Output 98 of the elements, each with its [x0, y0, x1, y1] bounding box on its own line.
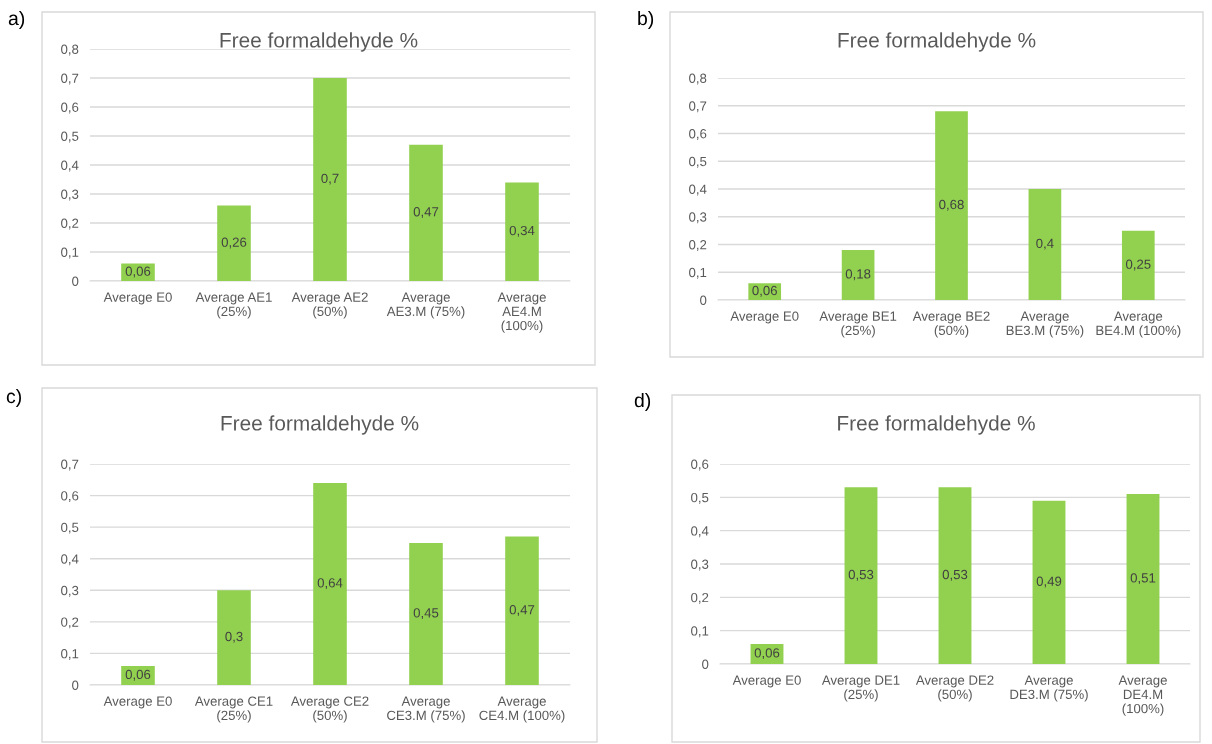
x-tick-label: Average AE3.M (75%) — [386, 292, 465, 319]
data-label: 0,47 — [413, 207, 439, 218]
bar — [1032, 500, 1066, 664]
data-label: 0,06 — [754, 648, 780, 660]
x-tick-label: Average AE2 (50%) — [291, 292, 368, 319]
y-tick-label: 0,2 — [61, 617, 79, 629]
y-tick-label: 0,6 — [689, 129, 707, 140]
y-tick-label: 0,4 — [689, 184, 707, 196]
data-label: 0,51 — [1130, 573, 1156, 585]
bar — [217, 205, 251, 281]
data-label: 0,7 — [321, 173, 339, 185]
data-label: 0,06 — [125, 266, 151, 278]
chart-title: Free formaldehyde % — [221, 415, 419, 435]
y-tick-label: 0,4 — [691, 526, 709, 538]
y-tick-label: 0,1 — [689, 267, 707, 279]
data-label: 0,4 — [1036, 238, 1054, 250]
bar — [505, 536, 539, 685]
y-tick-label: 0,7 — [689, 101, 707, 113]
data-label: 0,3 — [225, 631, 243, 643]
bar — [844, 487, 878, 664]
y-tick-label: 0,5 — [61, 522, 79, 534]
data-label: 0,64 — [317, 578, 343, 590]
data-label: 0,06 — [752, 285, 777, 297]
y-tick-label: 0,1 — [61, 247, 79, 259]
data-label: 0,26 — [221, 237, 247, 249]
y-tick-label: 0,6 — [61, 491, 79, 503]
x-tick-label: Average E0 — [103, 696, 172, 709]
data-label: 0,34 — [509, 225, 535, 237]
x-tick-label: Average DE1 (25%) — [821, 675, 900, 702]
y-tick-label: 0,1 — [691, 626, 709, 638]
x-tick-label: Average BE1 (25%) — [819, 311, 897, 338]
x-tick-label: Average BE3.M (75%) — [1006, 311, 1084, 338]
y-tick-label: 0,7 — [61, 459, 79, 471]
y-tick-label: 0,2 — [689, 240, 707, 251]
data-label: 0,53 — [848, 569, 874, 581]
bar — [938, 487, 972, 664]
y-tick-label: 0,3 — [691, 559, 709, 571]
y-tick-label: 0,1 — [61, 649, 79, 660]
bar — [409, 542, 443, 685]
bar — [217, 590, 251, 685]
bar — [1126, 494, 1160, 664]
data-label: 0,45 — [413, 608, 439, 620]
text: c) — [6, 388, 21, 408]
x-tick-label: Average DE4.M (100%) — [1118, 675, 1167, 716]
x-tick-label: Average CE4.M (100%) — [479, 696, 565, 723]
y-tick-label: 0,3 — [61, 585, 79, 597]
x-tick-label: Average CE1 (25%) — [194, 696, 273, 723]
y-tick-label: 0,8 — [61, 44, 79, 56]
y-tick-label: 0 — [72, 680, 79, 690]
y-tick-label: 0 — [700, 295, 707, 305]
x-tick-label: Average BE4.M (100%) — [1096, 311, 1181, 338]
x-tick-label: Average E0 — [730, 311, 799, 324]
y-tick-label: 0,4 — [61, 160, 79, 172]
y-tick-label: 0,6 — [61, 102, 79, 114]
y-tick-label: 0,2 — [61, 218, 79, 230]
y-tick-label: 0,3 — [689, 212, 707, 224]
x-tick-label: Average AE1 (25%) — [195, 292, 272, 319]
y-tick-label: 0,5 — [61, 131, 79, 143]
bar — [505, 182, 539, 281]
bar — [121, 666, 155, 685]
y-tick-label: 0,3 — [61, 189, 79, 201]
x-tick-label: Average CE3.M (75%) — [387, 696, 465, 723]
data-label: 0,25 — [1125, 259, 1151, 271]
y-tick-label: 0,5 — [689, 156, 707, 168]
data-label: 0,68 — [939, 199, 964, 211]
y-tick-label: 0,4 — [61, 554, 79, 566]
chart-title: Free formaldehyde % — [220, 32, 418, 52]
chart-title: Free formaldehyde % — [838, 32, 1036, 52]
x-tick-label: Average BE2 (50%) — [912, 311, 990, 338]
y-tick-label: 0 — [702, 659, 709, 669]
text: d) — [634, 392, 651, 412]
x-tick-label: Average E0 — [103, 292, 172, 305]
bar — [841, 250, 875, 300]
data-label: 0,06 — [125, 669, 151, 681]
bar — [409, 144, 443, 281]
data-label: 0,47 — [509, 605, 535, 616]
x-tick-label: Average AE4.M (100%) — [497, 292, 546, 333]
x-tick-label: Average DE2 (50%) — [915, 675, 994, 702]
y-tick-label: 0,8 — [689, 73, 707, 85]
x-tick-label: Average E0 — [732, 675, 801, 688]
bar — [313, 78, 347, 281]
bar — [1028, 189, 1062, 300]
y-tick-label: 0,6 — [691, 459, 709, 471]
bar — [313, 482, 347, 685]
y-tick-label: 0 — [72, 276, 79, 286]
chart-title: Free formaldehyde % — [838, 415, 1035, 435]
bar — [1121, 230, 1155, 300]
x-tick-label: Average DE3.M (75%) — [1010, 675, 1088, 702]
y-tick-label: 0,7 — [61, 73, 79, 85]
x-tick-label: Average CE2 (50%) — [290, 696, 369, 723]
text: b) — [638, 10, 654, 30]
bar — [935, 111, 968, 300]
data-label: 0,53 — [942, 569, 968, 581]
text: a) — [8, 10, 25, 30]
y-tick-label: 0,5 — [691, 492, 709, 504]
y-tick-label: 0,2 — [691, 592, 709, 604]
data-label: 0,18 — [845, 269, 871, 281]
data-label: 0,49 — [1036, 576, 1062, 588]
